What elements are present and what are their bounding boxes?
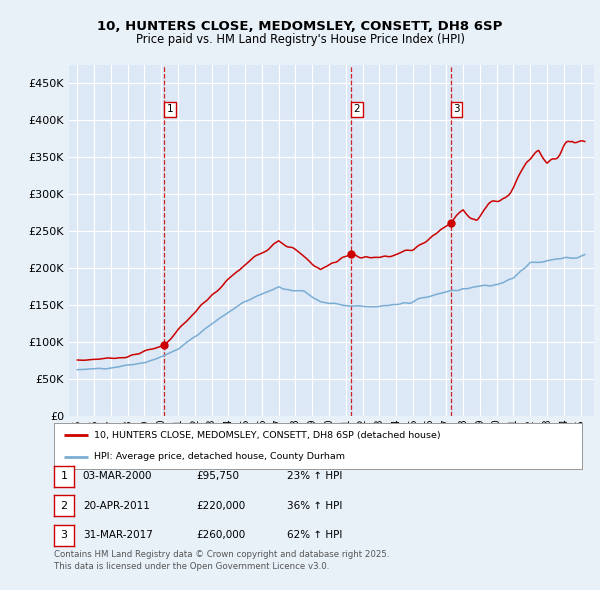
Text: 2: 2 xyxy=(61,501,67,510)
Text: Contains HM Land Registry data © Crown copyright and database right 2025.
This d: Contains HM Land Registry data © Crown c… xyxy=(54,550,389,571)
Text: Price paid vs. HM Land Registry's House Price Index (HPI): Price paid vs. HM Land Registry's House … xyxy=(136,33,464,46)
Text: £260,000: £260,000 xyxy=(197,530,246,540)
Text: 3: 3 xyxy=(61,530,67,540)
Text: 20-APR-2011: 20-APR-2011 xyxy=(83,501,149,510)
Text: 23% ↑ HPI: 23% ↑ HPI xyxy=(287,471,342,481)
Text: 62% ↑ HPI: 62% ↑ HPI xyxy=(287,530,342,540)
Text: 1: 1 xyxy=(61,471,67,481)
Text: 03-MAR-2000: 03-MAR-2000 xyxy=(83,471,152,481)
Text: 2: 2 xyxy=(353,104,360,114)
Text: £220,000: £220,000 xyxy=(197,501,246,510)
Text: 10, HUNTERS CLOSE, MEDOMSLEY, CONSETT, DH8 6SP (detached house): 10, HUNTERS CLOSE, MEDOMSLEY, CONSETT, D… xyxy=(94,431,440,440)
Text: HPI: Average price, detached house, County Durham: HPI: Average price, detached house, Coun… xyxy=(94,452,344,461)
Text: 3: 3 xyxy=(453,104,460,114)
Text: 31-MAR-2017: 31-MAR-2017 xyxy=(83,530,152,540)
Text: £95,750: £95,750 xyxy=(197,471,240,481)
Text: 10, HUNTERS CLOSE, MEDOMSLEY, CONSETT, DH8 6SP: 10, HUNTERS CLOSE, MEDOMSLEY, CONSETT, D… xyxy=(97,20,503,33)
Text: 1: 1 xyxy=(167,104,173,114)
Text: 36% ↑ HPI: 36% ↑ HPI xyxy=(287,501,342,510)
